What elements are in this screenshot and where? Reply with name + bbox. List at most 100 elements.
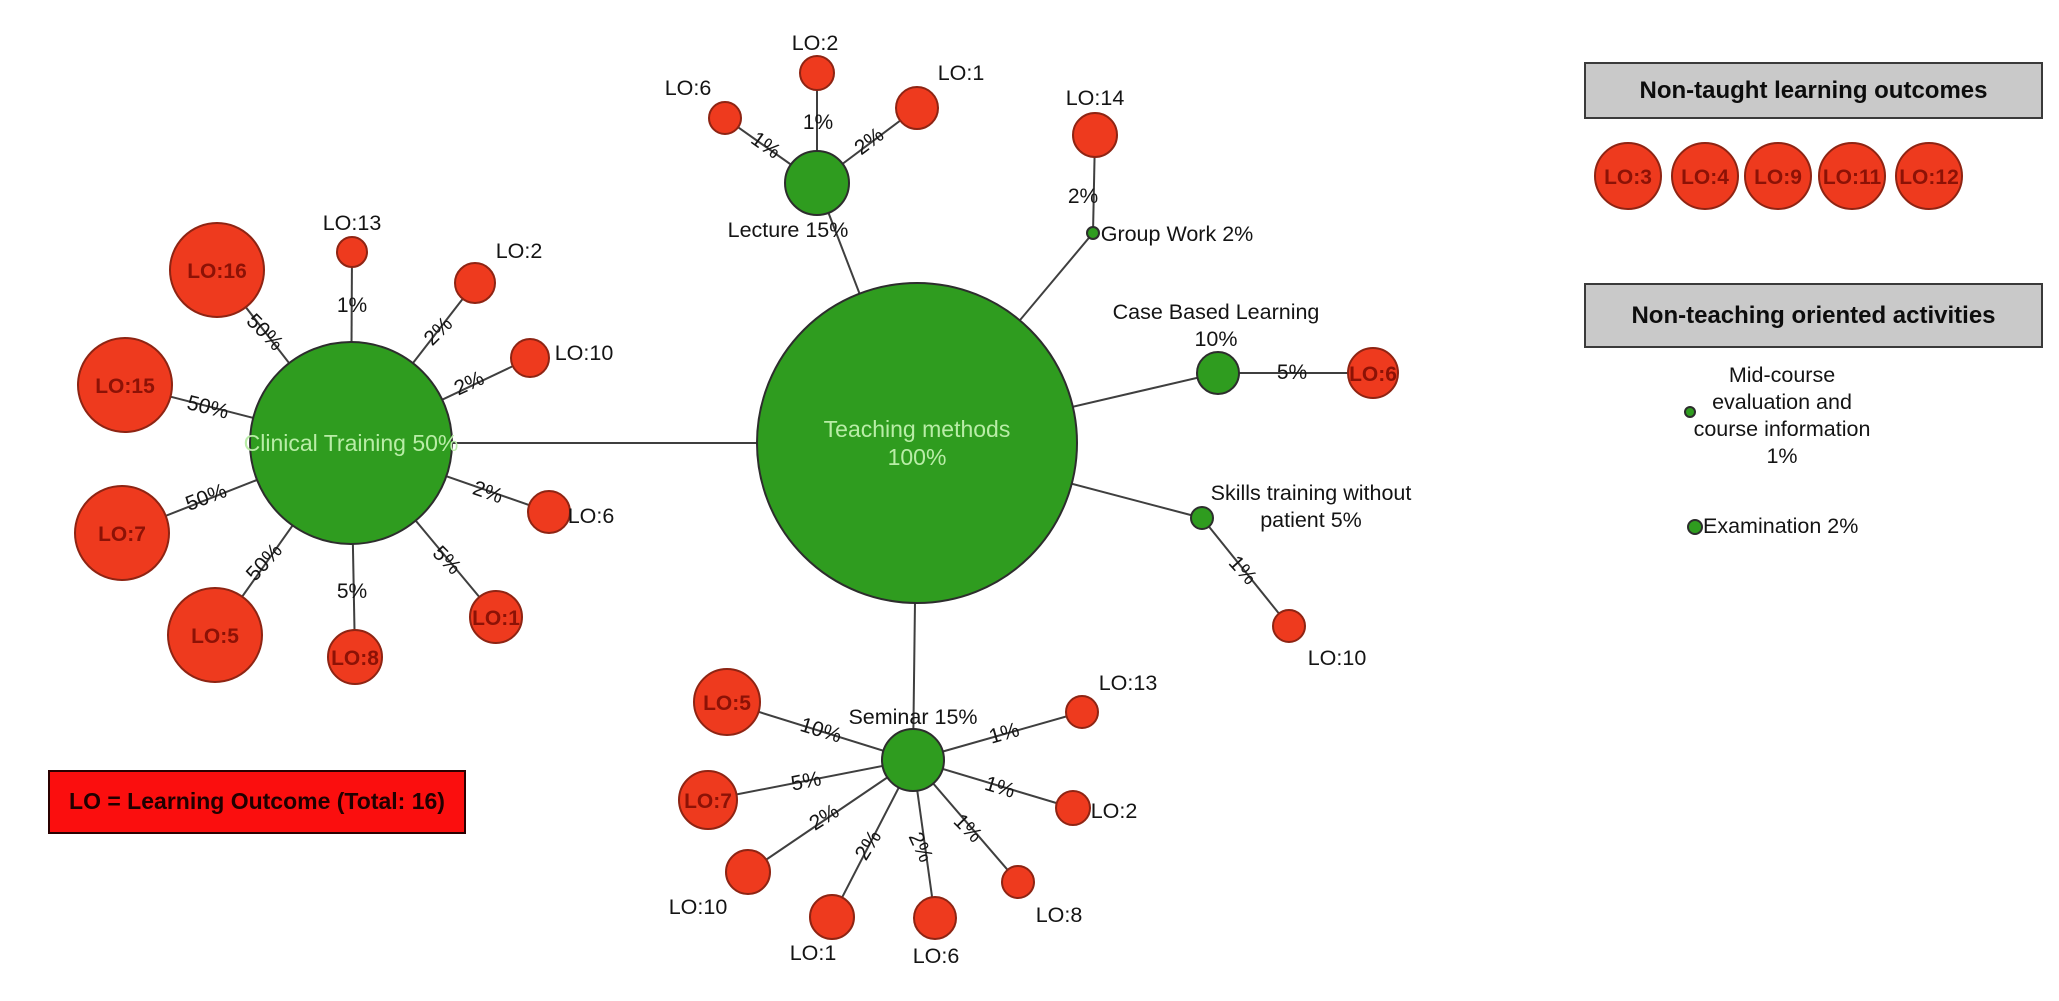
label-l2: LO:2 <box>792 31 839 55</box>
edge-label-seminar-s6: 2% <box>904 829 938 866</box>
label-s7: LO:7 <box>684 790 732 813</box>
edge-label-clinical-c6: 2% <box>470 477 506 509</box>
label-s13: LO:13 <box>1099 671 1158 695</box>
edge-label-groupwork-lo14: 2% <box>1068 185 1098 208</box>
label-groupwork: Group Work 2% <box>1101 222 1254 246</box>
node-c5-circle <box>167 587 263 683</box>
edge-label-clinical-c8: 5% <box>337 580 367 603</box>
node-c2-circle <box>454 262 496 304</box>
node-c16-circle <box>169 222 265 318</box>
label-s2: LO:2 <box>1091 799 1138 823</box>
label-c13: LO:13 <box>323 211 382 235</box>
node-c10-circle <box>510 338 550 378</box>
node-c13-circle <box>336 236 368 268</box>
edge-label-seminar-s13: 1% <box>986 718 1022 748</box>
label-clinical: Clinical Training 50% <box>244 430 459 456</box>
midcourse-line-3: course information <box>1693 417 1871 441</box>
label-p4: LO:4 <box>1681 166 1729 189</box>
label-c15: LO:15 <box>95 375 155 398</box>
edge-label-clinical-c15: 50% <box>185 391 231 423</box>
node-groupwork-circle <box>1086 226 1100 240</box>
label-casebased: Case Based Learning 10% <box>1113 300 1320 351</box>
node-seminar-circle <box>881 728 945 792</box>
node-s1-circle <box>809 894 855 940</box>
node-dot_exam-circle <box>1687 519 1703 535</box>
edge-label-clinical-c13: 1% <box>337 294 367 317</box>
node-s8-circle <box>1001 865 1035 899</box>
label-skills: Skills training without patient 5% <box>1211 481 1412 532</box>
edge-label-clinical-c10: 2% <box>451 367 488 401</box>
node-l2-circle <box>799 55 835 91</box>
node-s6-circle <box>913 896 957 940</box>
label-teaching: Teaching methods 100% <box>824 416 1011 470</box>
node-l6-circle <box>708 101 742 135</box>
node-s13-circle <box>1065 695 1099 729</box>
label-c8: LO:8 <box>331 647 379 670</box>
edge-label-lecture-l2: 1% <box>803 111 833 134</box>
edge-seminar-s7 <box>707 759 914 801</box>
label-l1: LO:1 <box>938 61 985 85</box>
edge-label-seminar-s1: 2% <box>851 826 887 864</box>
edge-label-seminar-s5: 10% <box>797 713 844 747</box>
node-s2-circle <box>1055 790 1091 826</box>
edge-label-casebased-cb6: 5% <box>1277 361 1307 384</box>
edge-label-clinical-c16: 50% <box>242 309 288 355</box>
node-c15-circle <box>77 337 173 433</box>
label-s6: LO:6 <box>913 944 960 968</box>
node-lo14-circle <box>1072 112 1118 158</box>
node-p9-circle <box>1744 142 1812 210</box>
label-lecture: Lecture 15% <box>728 218 849 242</box>
non-taught-panel-title: Non-taught learning outcomes <box>1584 62 2043 119</box>
non-teaching-panel-title: Non-teaching oriented activities <box>1584 283 2043 348</box>
label-p3: LO:3 <box>1604 166 1652 189</box>
edge-label-clinical-c5: 50% <box>242 539 287 586</box>
midcourse-line-4: 1% <box>1766 444 1798 468</box>
label-c10: LO:10 <box>555 341 614 365</box>
node-p11-circle <box>1818 142 1886 210</box>
label-c5: LO:5 <box>191 625 239 648</box>
midcourse-line-1: Mid-course <box>1728 363 1836 387</box>
node-casebased-circle <box>1196 351 1240 395</box>
node-s5-circle <box>693 668 761 736</box>
node-c6-circle <box>527 490 571 534</box>
edge-skills-sk10 <box>1201 517 1290 627</box>
node-sk10-circle <box>1272 609 1306 643</box>
label-l6: LO:6 <box>665 76 712 100</box>
label-c2: LO:2 <box>496 239 543 263</box>
label-p9: LO:9 <box>1754 166 1802 189</box>
label-s10: LO:10 <box>669 895 728 919</box>
edge-label-seminar-s7: 5% <box>789 767 823 795</box>
edge-label-seminar-s2: 1% <box>982 772 1018 803</box>
node-teaching-circle <box>756 282 1078 604</box>
label-c16: LO:16 <box>187 260 247 283</box>
label-s1: LO:1 <box>790 941 837 965</box>
node-s10-circle <box>725 849 771 895</box>
label-sk10: LO:10 <box>1308 646 1367 670</box>
node-c7-circle <box>74 485 170 581</box>
node-lecture-circle <box>784 150 850 216</box>
node-c8-circle <box>327 629 383 685</box>
examination-item: Examination 2% <box>1703 514 1859 538</box>
node-l1-circle <box>895 86 939 130</box>
legend-box: LO = Learning Outcome (Total: 16) <box>48 770 466 834</box>
label-p11: LO:11 <box>1823 166 1882 189</box>
label-cb6: LO:6 <box>1349 363 1397 386</box>
label-c7: LO:7 <box>98 523 146 546</box>
midcourse-line-2: evaluation and <box>1712 390 1852 414</box>
node-dot_mid-circle <box>1684 406 1696 418</box>
edge-seminar-s10 <box>747 759 914 873</box>
node-skills-circle <box>1190 506 1214 530</box>
label-lo14: LO:14 <box>1066 86 1125 110</box>
label-p12: LO:12 <box>1899 166 1959 189</box>
node-s7-circle <box>678 770 738 830</box>
label-seminar: Seminar 15% <box>848 705 977 729</box>
node-cb6-circle <box>1347 347 1399 399</box>
midcourse-item: Mid-course evaluation and course informa… <box>1652 362 1912 470</box>
edge-label-seminar-s8: 1% <box>949 809 987 847</box>
node-p4-circle <box>1671 142 1739 210</box>
node-clinical-circle <box>249 341 453 545</box>
label-s5: LO:5 <box>703 692 751 715</box>
label-c6: LO:6 <box>568 504 615 528</box>
